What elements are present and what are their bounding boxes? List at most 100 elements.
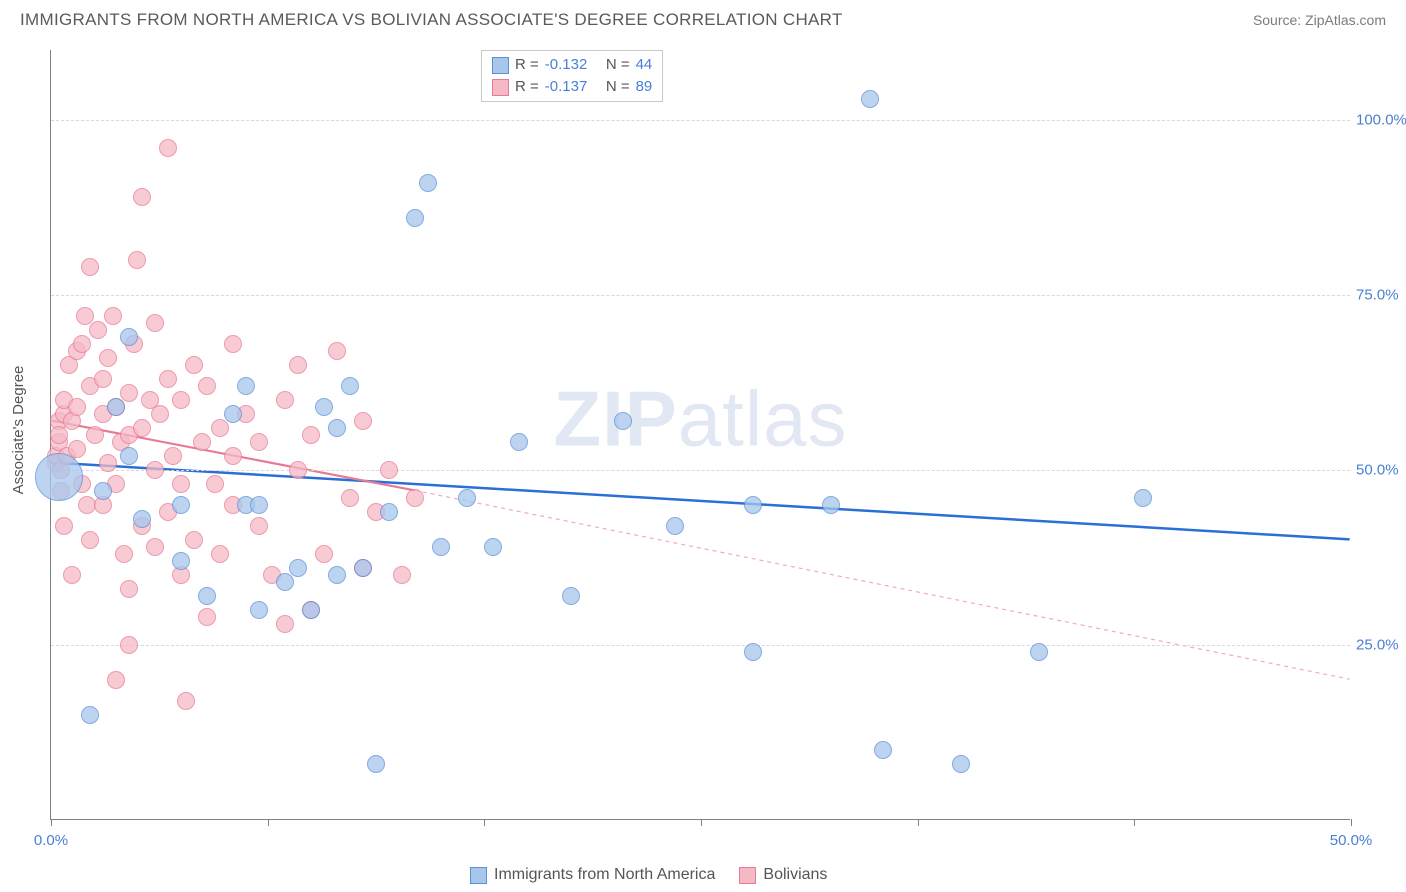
scatter-point	[206, 475, 224, 493]
scatter-point	[276, 573, 294, 591]
scatter-point	[315, 545, 333, 563]
scatter-point	[484, 538, 502, 556]
scatter-point	[1030, 643, 1048, 661]
scatter-point	[406, 489, 424, 507]
y-tick-label: 100.0%	[1356, 112, 1406, 129]
series-legend: Immigrants from North America Bolivians	[470, 866, 827, 884]
legend-swatch	[492, 79, 509, 96]
scatter-point	[302, 426, 320, 444]
scatter-point	[380, 461, 398, 479]
scatter-point	[861, 90, 879, 108]
x-tick-label: 50.0%	[1330, 832, 1373, 849]
source-attribution: Source: ZipAtlas.com	[1253, 12, 1386, 28]
scatter-point	[354, 412, 372, 430]
legend-item: Immigrants from North America	[470, 866, 715, 884]
stat-n-label: N =	[593, 54, 629, 76]
scatter-point	[133, 419, 151, 437]
scatter-point	[133, 188, 151, 206]
scatter-point	[99, 349, 117, 367]
scatter-point	[289, 461, 307, 479]
scatter-point	[510, 433, 528, 451]
scatter-point	[250, 433, 268, 451]
y-tick-label: 75.0%	[1356, 287, 1406, 304]
legend-item: Bolivians	[739, 866, 827, 884]
scatter-point	[458, 489, 476, 507]
x-tick	[918, 819, 919, 826]
stat-n-label: N =	[593, 76, 629, 98]
scatter-point	[198, 587, 216, 605]
scatter-point	[94, 370, 112, 388]
x-tick	[1351, 819, 1352, 826]
scatter-point	[63, 566, 81, 584]
scatter-point	[81, 531, 99, 549]
scatter-point	[81, 258, 99, 276]
x-tick	[701, 819, 702, 826]
scatter-point	[107, 398, 125, 416]
scatter-point	[89, 321, 107, 339]
scatter-point	[133, 510, 151, 528]
scatter-point	[211, 419, 229, 437]
chart-title: IMMIGRANTS FROM NORTH AMERICA VS BOLIVIA…	[20, 10, 843, 30]
x-tick	[484, 819, 485, 826]
y-axis-label: Associate's Degree	[10, 366, 27, 495]
scatter-point	[120, 328, 138, 346]
scatter-point	[185, 356, 203, 374]
scatter-point	[250, 517, 268, 535]
scatter-point	[120, 580, 138, 598]
legend-swatch	[492, 57, 509, 74]
y-tick-label: 50.0%	[1356, 462, 1406, 479]
scatter-point	[35, 453, 83, 501]
scatter-point	[822, 496, 840, 514]
scatter-point	[562, 587, 580, 605]
scatter-point	[164, 447, 182, 465]
stat-r-value: -0.132	[545, 54, 588, 76]
trend-lines	[51, 50, 1350, 819]
scatter-point	[315, 398, 333, 416]
stat-n-value: 44	[636, 54, 653, 76]
scatter-point	[99, 454, 117, 472]
scatter-point	[120, 384, 138, 402]
title-bar: IMMIGRANTS FROM NORTH AMERICA VS BOLIVIA…	[0, 0, 1406, 34]
gridline	[51, 645, 1350, 646]
scatter-point	[250, 496, 268, 514]
scatter-point	[86, 426, 104, 444]
scatter-point	[172, 391, 190, 409]
x-tick-label: 0.0%	[34, 832, 68, 849]
scatter-point	[276, 615, 294, 633]
scatter-point	[302, 601, 320, 619]
scatter-point	[211, 545, 229, 563]
scatter-point	[81, 706, 99, 724]
scatter-point	[354, 559, 372, 577]
scatter-point	[120, 636, 138, 654]
scatter-point	[146, 538, 164, 556]
scatter-point	[128, 251, 146, 269]
scatter-point	[289, 356, 307, 374]
x-tick	[268, 819, 269, 826]
stat-r-value: -0.137	[545, 76, 588, 98]
legend-label: Bolivians	[763, 866, 827, 884]
scatter-point	[50, 426, 68, 444]
x-tick	[1134, 819, 1135, 826]
scatter-point	[172, 475, 190, 493]
scatter-point	[159, 370, 177, 388]
watermark: ZIPatlas	[553, 374, 847, 465]
scatter-point	[198, 608, 216, 626]
correlation-legend: R = -0.132 N = 44R = -0.137 N = 89	[481, 50, 663, 102]
scatter-point	[115, 545, 133, 563]
scatter-point	[276, 391, 294, 409]
scatter-point	[874, 741, 892, 759]
scatter-point	[744, 496, 762, 514]
scatter-point	[68, 398, 86, 416]
scatter-point	[341, 377, 359, 395]
scatter-point	[419, 174, 437, 192]
scatter-point	[432, 538, 450, 556]
scatter-point	[159, 139, 177, 157]
scatter-point	[94, 482, 112, 500]
scatter-point	[237, 377, 255, 395]
scatter-point	[328, 419, 346, 437]
scatter-point	[744, 643, 762, 661]
legend-row: R = -0.137 N = 89	[492, 76, 652, 98]
trend-line	[415, 490, 1350, 679]
scatter-point	[952, 755, 970, 773]
scatter-point	[172, 496, 190, 514]
